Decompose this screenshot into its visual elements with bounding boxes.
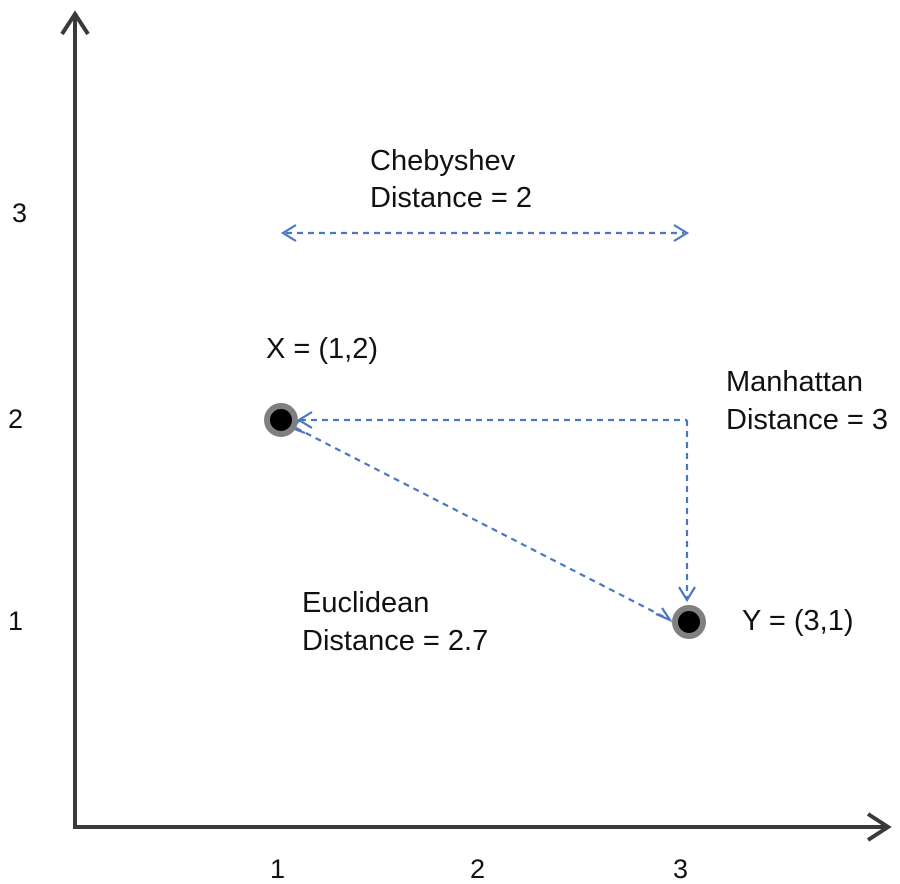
manhattan-arrow bbox=[296, 411, 696, 603]
point-x-label: X = (1,2) bbox=[266, 333, 378, 365]
manhattan-distance: Distance = 3 bbox=[726, 404, 888, 436]
chebyshev-title: Chebyshev bbox=[370, 145, 516, 177]
x-tick-1: 1 bbox=[270, 854, 285, 884]
chebyshev-distance: Distance = 2 bbox=[370, 182, 532, 214]
chebyshev-arrow bbox=[280, 224, 690, 242]
euclidean-title: Euclidean bbox=[302, 587, 429, 619]
y-tick-3: 3 bbox=[12, 198, 27, 228]
y-tick-1: 1 bbox=[8, 606, 23, 636]
x-tick-2: 2 bbox=[470, 854, 485, 884]
manhattan-title: Manhattan bbox=[726, 366, 863, 398]
x-axis bbox=[73, 812, 892, 842]
x-tick-3: 3 bbox=[673, 854, 688, 884]
y-axis bbox=[60, 10, 90, 828]
point-x bbox=[264, 403, 298, 437]
euclidean-distance: Distance = 2.7 bbox=[302, 625, 488, 657]
point-y-label: Y = (3,1) bbox=[742, 605, 854, 637]
y-tick-2: 2 bbox=[8, 404, 23, 434]
point-y bbox=[672, 605, 706, 639]
